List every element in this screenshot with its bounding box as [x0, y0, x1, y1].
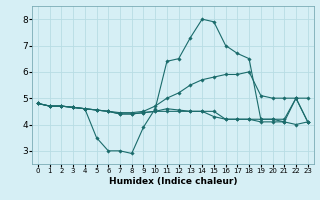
X-axis label: Humidex (Indice chaleur): Humidex (Indice chaleur) [108, 177, 237, 186]
